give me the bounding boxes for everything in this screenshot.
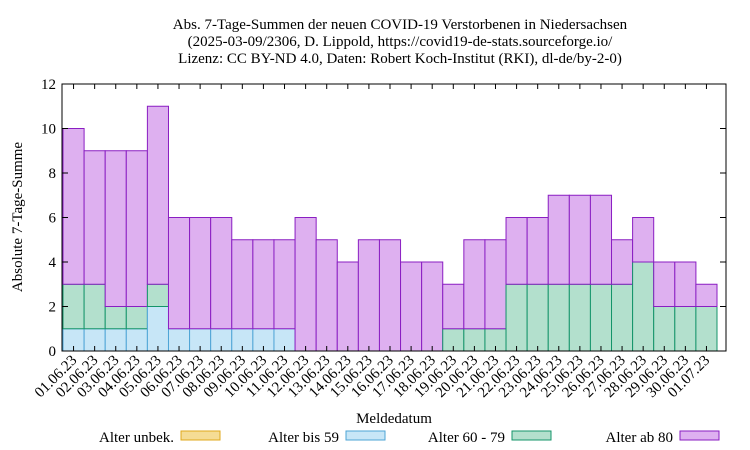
bar-alter-ab-80-16.06.23: [378, 239, 402, 352]
y-tick-label: 4: [49, 255, 57, 271]
y-tick-label: 0: [49, 344, 57, 360]
bar-alter-ab-80-07.06.23: [189, 217, 212, 330]
bar-alter-ab-80-14.06.23: [336, 261, 359, 352]
bar-alter-ab-80-01.07.23: [695, 283, 718, 307]
bar-alter-ab-80-06.06.23: [167, 217, 191, 330]
bar-alter-ab-80-25.06.23: [568, 194, 591, 285]
y-axis-title: Absolute 7-Tage-Summe: [10, 142, 26, 293]
bar-alter-ab-80-05.06.23: [146, 105, 169, 285]
bar-alter-60-79-26.06.23: [589, 283, 613, 352]
bar-alter-ab-80-01.06.23: [62, 128, 85, 285]
legend-label-alter-60-79: Alter 60 - 79: [428, 430, 505, 446]
bar-alter-60-79-23.06.23: [526, 283, 549, 352]
bar-alter-60-79-28.06.23: [632, 261, 655, 352]
bar-alter-ab-80-24.06.23: [547, 194, 570, 285]
bar-alter-60-79-03.06.23: [104, 306, 127, 330]
legend-swatch-alter-unbek: [180, 430, 221, 441]
bar-alter-ab-80-18.06.23: [421, 261, 444, 352]
bar-alter-60-79-01.07.23: [695, 306, 718, 352]
bar-alter-60-79-30.06.23: [674, 306, 697, 352]
y-axis: 0 2 4 6 8 10 12: [41, 77, 726, 360]
bar-alter-ab-80-10.06.23: [252, 239, 275, 330]
bar-alter-ab-80-29.06.23: [653, 261, 676, 307]
bar-alter-ab-80-20.06.23: [463, 239, 486, 330]
y-tick-label: 2: [49, 300, 57, 316]
bar-alter-ab-80-26.06.23: [589, 194, 613, 285]
bar-alter-60-79-05.06.23: [146, 283, 169, 307]
bar-alter-60-79-24.06.23: [547, 283, 570, 352]
legend-label-alter-ab-80: Alter ab 80: [606, 430, 673, 446]
legend-swatch-alter-60-79: [511, 430, 552, 441]
bar-alter-60-79-27.06.23: [611, 283, 634, 352]
chart-title-line-3: Lizenz: CC BY-ND 4.0, Daten: Robert Koch…: [178, 51, 622, 67]
bar-alter-bis-59-05.06.23: [146, 306, 169, 352]
bar-alter-ab-80-13.06.23: [315, 239, 338, 352]
bar-alter-ab-80-22.06.23: [505, 217, 528, 285]
bar-alter-ab-80-02.06.23: [83, 150, 106, 285]
bar-alter-ab-80-17.06.23: [400, 261, 423, 352]
bar-alter-ab-80-12.06.23: [294, 217, 317, 352]
y-tick-label: 12: [41, 77, 56, 93]
bar-alter-ab-80-03.06.23: [104, 150, 127, 307]
legend: Alter unbek. Alter bis 59 Alter 60 - 79 Alt…: [99, 430, 720, 446]
bar-alter-ab-80-15.06.23: [357, 239, 380, 352]
bar-alter-60-79-04.06.23: [125, 306, 148, 330]
legend-label-alter-bis-59: Alter bis 59: [268, 430, 339, 446]
bar-alter-60-79-25.06.23: [568, 283, 591, 352]
y-tick-label: 10: [41, 122, 56, 138]
bar-alter-ab-80-04.06.23: [125, 150, 148, 307]
bar-alter-ab-80-09.06.23: [231, 239, 254, 330]
chart-title-line-1: Abs. 7-Tage-Summen der neuen COVID-19 Ve…: [172, 17, 628, 33]
chart-title-line-2: (2025-03-09/2306, D. Lippold, https://co…: [187, 34, 613, 50]
x-axis-title: Meldedatum: [356, 411, 432, 427]
legend-swatch-alter-bis-59: [345, 430, 386, 441]
bar-alter-ab-80-11.06.23: [273, 239, 296, 330]
bar-alter-ab-80-23.06.23: [526, 217, 549, 285]
bar-alter-60-79-02.06.23: [83, 283, 106, 330]
bar-alter-ab-80-08.06.23: [210, 217, 233, 330]
bar-alter-ab-80-28.06.23: [632, 217, 655, 263]
y-tick-label: 6: [49, 211, 57, 227]
bar-alter-60-79-29.06.23: [653, 306, 676, 352]
bar-alter-ab-80-27.06.23: [611, 239, 634, 285]
bar-alter-ab-80-30.06.23: [674, 261, 697, 307]
y-tick-label: 8: [49, 166, 57, 182]
legend-swatch-alter-ab-80: [679, 430, 720, 441]
bar-alter-ab-80-21.06.23: [484, 239, 507, 330]
bar-alter-60-79-22.06.23: [505, 283, 528, 352]
bars-group: [62, 105, 718, 352]
legend-label-alter-unbek: Alter unbek.: [99, 430, 174, 446]
bar-alter-ab-80-19.06.23: [442, 283, 465, 330]
